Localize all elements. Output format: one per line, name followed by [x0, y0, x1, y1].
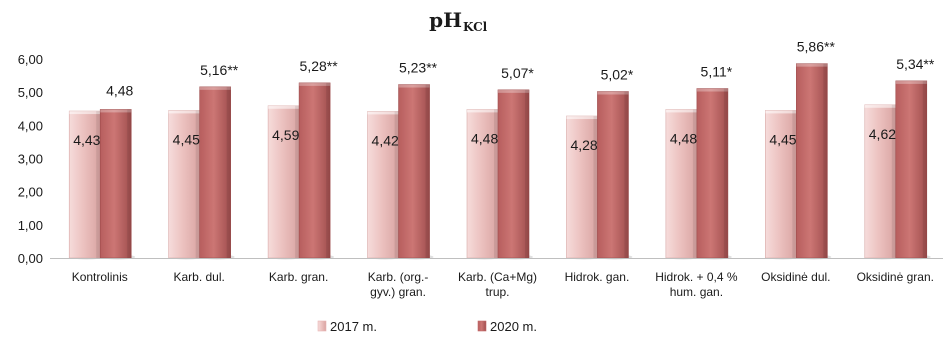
bar-2020 [597, 91, 633, 260]
legend-label: 2020 m. [490, 319, 537, 334]
bar-2017 [367, 111, 403, 260]
legend: 2017 m. 2020 m. [317, 319, 537, 334]
x-category-label: hum. gan. [670, 285, 723, 299]
data-label-2020: 4,48 [106, 82, 133, 98]
data-label-2020: 5,23** [399, 60, 438, 76]
bar-2020 [796, 63, 832, 260]
x-category-label: Karb. dul. [173, 270, 224, 284]
data-label-2020: 5,16** [200, 62, 239, 78]
bar-2017 [466, 109, 502, 260]
x-category-label: Oksidinė gran. [857, 270, 934, 284]
bar-2020 [199, 86, 235, 260]
data-label-2020: 5,34** [896, 56, 935, 72]
data-label-2020: 5,86** [797, 39, 836, 55]
data-label-2020: 5,11* [701, 64, 733, 80]
bars [68, 63, 931, 260]
bar-2020 [398, 84, 434, 260]
data-label-2017: 4,62 [869, 126, 896, 142]
bar-2020 [497, 89, 533, 260]
x-category-label: Kontrolinis [72, 270, 128, 284]
data-label-2017: 4,42 [372, 132, 399, 148]
legend-swatch [477, 320, 487, 332]
x-category-label: Hidrok. gan. [565, 270, 630, 284]
bar-2020 [99, 109, 136, 260]
y-tick-label: 2,00 [18, 185, 43, 200]
bar-2020 [696, 88, 732, 260]
x-category-label: Karb. (Ca+Mg) [458, 270, 537, 284]
y-tick-label: 1,00 [18, 218, 43, 233]
bar-2017 [864, 104, 900, 260]
bar-2017 [765, 110, 801, 260]
legend-swatch [317, 320, 327, 332]
x-axis-categories: Kontrolinis Karb. dul. Karb. gran. Karb. (o… [72, 270, 934, 299]
data-label-2017: 4,45 [769, 131, 796, 147]
data-label-2017: 4,45 [173, 131, 200, 147]
legend-item-2020: 2020 m. [477, 319, 537, 334]
y-tick-label: 0,00 [18, 251, 43, 266]
bar-2020 [895, 80, 931, 260]
x-category-label: Hidrok. + 0,4 % [655, 270, 738, 284]
x-category-label: Oksidinė dul. [761, 270, 830, 284]
data-label-2017: 4,59 [272, 127, 299, 143]
data-label-2020: 5,02* [601, 67, 634, 83]
data-label-2020: 5,07* [501, 65, 534, 81]
chart-title-subscript: KCl [463, 20, 488, 34]
bar-2017 [665, 109, 701, 260]
chart-title: pH [429, 8, 462, 32]
data-label-2020: 5,28** [300, 58, 339, 74]
data-label-2017: 4,28 [570, 137, 597, 153]
y-tick-label: 5,00 [18, 85, 43, 100]
y-axis-ticks: 0,00 1,00 2,00 3,00 4,00 5,00 6,00 [18, 52, 43, 266]
legend-item-2017: 2017 m. [317, 319, 377, 334]
x-category-label: Karb. gran. [269, 270, 328, 284]
x-category-label: trup. [485, 285, 509, 299]
data-label-2017: 4,43 [73, 132, 100, 148]
legend-label: 2017 m. [330, 319, 377, 334]
y-tick-label: 4,00 [18, 118, 43, 133]
data-labels: 4,43 4,48 4,45 5,16** 4,59 5,28** 4,42 5,23** 4,… [73, 39, 935, 153]
data-label-2017: 4,48 [471, 130, 498, 146]
x-category-label: Karb. (org.- [368, 270, 429, 284]
data-label-2017: 4,48 [670, 130, 697, 146]
x-category-label: gyv.) gran. [370, 285, 426, 299]
y-tick-label: 3,00 [18, 152, 43, 167]
y-tick-label: 6,00 [18, 52, 43, 67]
bar-2020 [298, 82, 335, 260]
